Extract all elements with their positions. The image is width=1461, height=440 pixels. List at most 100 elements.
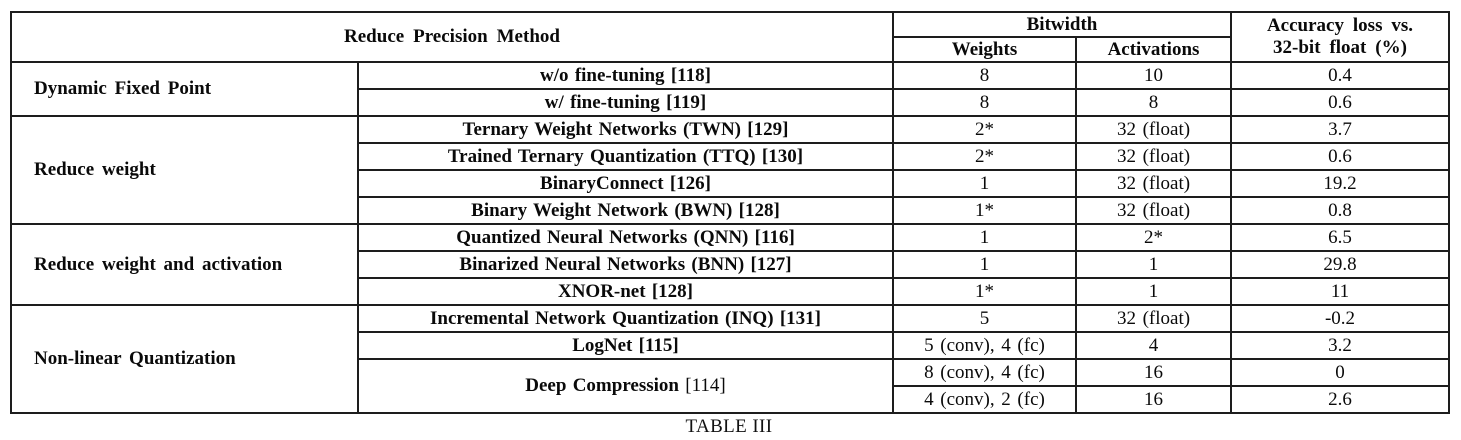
- activations-cell: 16: [1075, 385, 1232, 414]
- category-cell-non-linear-quantization: Non-linear Quantization: [10, 304, 359, 414]
- accuracy-cell: 0.6: [1230, 142, 1450, 171]
- accuracy-cell: 29.8: [1230, 250, 1450, 279]
- header-reduce-precision-method: Reduce Precision Method: [10, 11, 894, 63]
- method-citation: [114]: [685, 375, 726, 397]
- header-accuracy-line2: 32-bit float (%): [1273, 37, 1407, 58]
- method-cell: Incremental Network Quantization (INQ) […: [357, 304, 894, 333]
- activations-cell: 32 (float): [1075, 115, 1232, 144]
- activations-cell: 32 (float): [1075, 304, 1232, 333]
- method-name: Deep Compression: [525, 375, 679, 397]
- weights-cell: 1*: [892, 196, 1077, 225]
- method-cell: Ternary Weight Networks (TWN) [129]: [357, 115, 894, 144]
- method-name: Trained Ternary Quantization (TTQ): [447, 145, 756, 167]
- table-row: LogNet [115] 5 (conv), 4 (fc) 4 3.2: [11, 331, 1450, 360]
- method-citation: [119]: [666, 91, 707, 113]
- weights-cell: 1: [892, 169, 1077, 198]
- activations-cell: 32 (float): [1075, 169, 1232, 198]
- weights-cell: 8 (conv), 4 (fc): [892, 358, 1077, 387]
- weights-cell: 1*: [892, 277, 1077, 306]
- table-row: w/ fine-tuning [119] 8 8 0.6: [11, 88, 1450, 117]
- table-row: Binary Weight Network (BWN) [128] 1* 32 …: [11, 196, 1450, 225]
- category-cell-dynamic-fixed-point: Dynamic Fixed Point: [10, 61, 359, 117]
- method-name: LogNet: [572, 334, 633, 356]
- method-citation: [127]: [750, 253, 792, 275]
- method-cell: w/ fine-tuning [119]: [357, 88, 894, 117]
- header-accuracy-loss: Accuracy loss vs. 32-bit float (%): [1230, 11, 1450, 63]
- method-name: Incremental Network Quantization (INQ): [430, 307, 774, 329]
- method-name: BinaryConnect: [540, 172, 664, 194]
- method-citation: [131]: [779, 307, 821, 329]
- weights-cell: 8: [892, 88, 1077, 117]
- activations-cell: 1: [1075, 277, 1232, 306]
- accuracy-cell: 11: [1230, 277, 1450, 306]
- method-cell: Binary Weight Network (BWN) [128]: [357, 196, 894, 225]
- method-name: Quantized Neural Networks (QNN): [456, 226, 749, 248]
- method-citation: [129]: [747, 118, 789, 140]
- table-row: Non-linear Quantization Incremental Netw…: [10, 304, 1450, 414]
- table-row: XNOR-net [128] 1* 1 11: [11, 277, 1450, 306]
- weights-cell: 2*: [892, 142, 1077, 171]
- method-citation: [128]: [738, 199, 780, 221]
- method-name: Binary Weight Network (BWN): [471, 199, 733, 221]
- activations-cell: 16: [1075, 358, 1232, 387]
- header-accuracy-line1: Accuracy loss vs.: [1266, 15, 1414, 37]
- header-row-2: Weights Activations: [11, 36, 1449, 63]
- method-name: Binarized Neural Networks (BNN): [459, 253, 745, 275]
- accuracy-cell: 2.6: [1230, 385, 1450, 414]
- method-citation: [116]: [754, 226, 795, 248]
- accuracy-cell: 19.2: [1230, 169, 1450, 198]
- method-cell: BinaryConnect [126]: [357, 169, 894, 198]
- method-name: Ternary Weight Networks (TWN): [462, 118, 742, 140]
- method-citation: [115]: [638, 334, 679, 356]
- reduce-precision-table: Reduce Precision Method Bitwidth Accurac…: [10, 11, 1450, 414]
- method-name: w/ fine-tuning: [544, 91, 660, 113]
- activations-cell: 4: [1075, 331, 1232, 360]
- weights-cell: 5 (conv), 4 (fc): [892, 331, 1077, 360]
- table-row: 4 (conv), 2 (fc) 16 2.6: [11, 385, 1450, 414]
- table-row: Dynamic Fixed Point w/o fine-tuning [118…: [10, 61, 1450, 117]
- activations-cell: 1: [1075, 250, 1232, 279]
- accuracy-cell: 6.5: [1230, 223, 1450, 252]
- accuracy-cell: 0.6: [1230, 88, 1450, 117]
- header-weights: Weights: [892, 36, 1077, 63]
- table-row: BinaryConnect [126] 1 32 (float) 19.2: [11, 169, 1450, 198]
- accuracy-cell: 0.4: [1230, 61, 1450, 90]
- activations-cell: 8: [1075, 88, 1232, 117]
- method-cell: Binarized Neural Networks (BNN) [127]: [357, 250, 894, 279]
- method-cell: XNOR-net [128]: [357, 277, 894, 306]
- accuracy-cell: -0.2: [1230, 304, 1450, 333]
- weights-cell: 1: [892, 223, 1077, 252]
- accuracy-cell: 0: [1230, 358, 1450, 387]
- table-row: Reduce weight Ternary Weight Networks (T…: [10, 115, 1450, 225]
- method-cell: Trained Ternary Quantization (TTQ) [130]: [357, 142, 894, 171]
- table-row: Reduce weight and activation Quantized N…: [10, 223, 1450, 306]
- activations-cell: 32 (float): [1075, 196, 1232, 225]
- category-cell-reduce-weight: Reduce weight: [10, 115, 359, 225]
- weights-cell: 8: [892, 61, 1077, 90]
- accuracy-cell: 3.7: [1230, 115, 1450, 144]
- method-citation: [118]: [670, 64, 711, 86]
- accuracy-cell: 0.8: [1230, 196, 1450, 225]
- header-row-1: Reduce Precision Method Bitwidth Accurac…: [10, 11, 1450, 63]
- table-row: Binarized Neural Networks (BNN) [127] 1 …: [11, 250, 1450, 279]
- method-cell-deep-compression: Deep Compression [114]: [357, 358, 894, 414]
- activations-cell: 32 (float): [1075, 142, 1232, 171]
- method-name: XNOR-net: [557, 280, 646, 302]
- weights-cell: 1: [892, 250, 1077, 279]
- method-name: w/o fine-tuning: [540, 64, 665, 86]
- method-citation: [130]: [761, 145, 804, 167]
- weights-cell: 5: [892, 304, 1077, 333]
- weights-cell: 2*: [892, 115, 1077, 144]
- method-cell: Quantized Neural Networks (QNN) [116]: [357, 223, 894, 252]
- header-activations: Activations: [1075, 36, 1232, 63]
- table-caption: TABLE III: [685, 416, 773, 437]
- category-cell-reduce-weight-and-activation: Reduce weight and activation: [10, 223, 359, 306]
- method-citation: [126]: [669, 172, 711, 194]
- weights-cell: 4 (conv), 2 (fc): [892, 385, 1077, 414]
- table-row: Deep Compression [114] 8 (conv), 4 (fc) …: [11, 358, 1450, 414]
- method-cell: LogNet [115]: [357, 331, 894, 360]
- table-row: Trained Ternary Quantization (TTQ) [130]…: [11, 142, 1450, 171]
- activations-cell: 2*: [1075, 223, 1232, 252]
- method-citation: [128]: [651, 280, 694, 302]
